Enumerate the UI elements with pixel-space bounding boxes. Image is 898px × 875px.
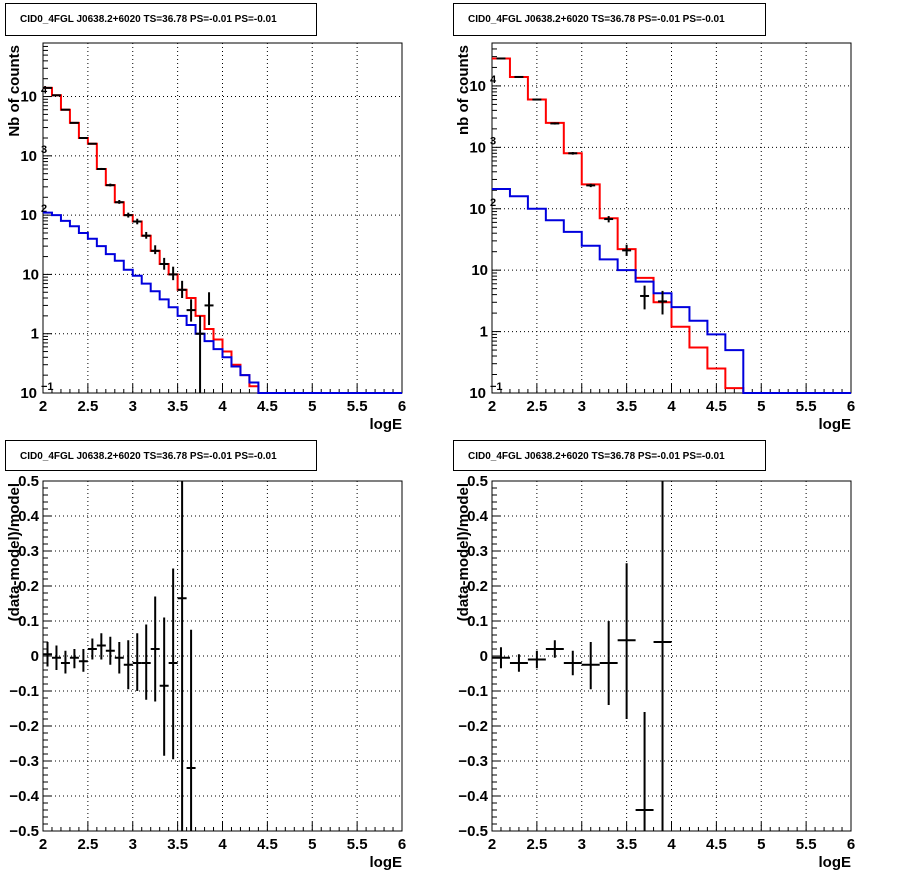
y-tick-label: 1 — [480, 324, 488, 341]
x-tick-label: 5.5 — [347, 836, 368, 853]
x-tick-label: 6 — [398, 836, 406, 853]
y-tick-label: 0.5 — [467, 473, 488, 490]
x-tick-label: 5 — [757, 398, 765, 415]
chart-pad-4: 2 2.5 3 3.5 4 4.5 5 5.5 6 −0.5 −0.4 −0.3 −0.2 −0.1 0 0.… — [455, 473, 855, 871]
x-axis-title: logE — [370, 854, 403, 871]
x-tick-label: 5 — [308, 836, 316, 853]
y-tick-label: 0.5 — [18, 473, 39, 490]
y-tick-label: 10 — [469, 201, 486, 218]
y-tick-exponent: 3 — [41, 144, 47, 156]
y-tick-label: 10 — [20, 207, 37, 224]
x-tick-label: 6 — [847, 398, 855, 415]
x-tick-label: 3.5 — [616, 836, 637, 853]
x-axis-title: logE — [819, 416, 852, 433]
y-tick-label: 10 — [20, 89, 37, 106]
x-tick-label: 2.5 — [526, 836, 547, 853]
y-tick-label: 0 — [480, 648, 488, 665]
y-tick-label: −0.3 — [458, 753, 488, 770]
x-tick-label: 2.5 — [77, 836, 98, 853]
y-tick-label: 10 — [20, 385, 37, 402]
y-tick-label: 0.1 — [18, 613, 39, 630]
x-tick-label: 3 — [578, 836, 586, 853]
y-tick-label: 10 — [469, 78, 486, 95]
y-tick-label: −0.5 — [458, 823, 488, 840]
y-tick-label: 0 — [31, 648, 39, 665]
y-tick-label: −0.5 — [9, 823, 39, 840]
y-tick-exponent: 4 — [490, 74, 497, 86]
y-tick-label: −0.2 — [458, 718, 488, 735]
x-tick-label: 2.5 — [77, 398, 98, 415]
y-tick-label: 10 — [471, 262, 488, 279]
y-axis-title: (data-model)/model — [455, 483, 472, 621]
x-tick-label: 4.5 — [257, 836, 278, 853]
x-tick-label: 4 — [667, 836, 676, 853]
y-tick-label: 10 — [22, 266, 39, 283]
y-tick-exponent: 3 — [490, 135, 496, 147]
y-tick-label: −0.3 — [9, 753, 39, 770]
x-tick-label: 4.5 — [706, 836, 727, 853]
x-tick-label: 5.5 — [796, 398, 817, 415]
pad4-title: CID0_4FGL J0638.2+6020 TS=36.78 PS=-0.01… — [453, 440, 766, 471]
y-tick-label: 0.4 — [467, 508, 489, 525]
y-tick-label: 0.3 — [467, 543, 488, 560]
model-source-histogram — [492, 187, 851, 394]
x-tick-label: 2.5 — [526, 398, 547, 415]
y-tick-label: 10 — [469, 139, 486, 156]
y-tick-label: 0.2 — [467, 578, 488, 595]
y-tick-exponent: 2 — [41, 203, 47, 215]
y-tick-exponent: −1 — [41, 381, 54, 393]
x-tick-label: 6 — [847, 836, 855, 853]
x-tick-label: 3 — [129, 398, 137, 415]
y-tick-label: −0.1 — [458, 683, 488, 700]
x-tick-label: 5.5 — [796, 836, 817, 853]
y-tick-label: −0.1 — [9, 683, 39, 700]
x-tick-label: 5.5 — [347, 398, 368, 415]
x-tick-label: 4.5 — [257, 398, 278, 415]
y-tick-label: −0.4 — [458, 788, 488, 805]
model-source-histogram — [43, 211, 402, 394]
x-tick-label: 4 — [667, 398, 676, 415]
x-axis-title: logE — [370, 416, 403, 433]
chart-pad-3: 2 2.5 3 3.5 4 4.5 5 5.5 6 −0.5 −0.4 −0.3 −0.2 −0.1 0 0.… — [6, 473, 406, 871]
y-axis-title: Nb of counts — [6, 45, 23, 137]
y-tick-label: 10 — [20, 148, 37, 165]
x-tick-label: 4 — [218, 836, 227, 853]
x-tick-label: 4 — [218, 398, 227, 415]
y-axis-title: nb of counts — [455, 45, 472, 135]
x-tick-label: 5 — [757, 836, 765, 853]
pad2-title: CID0_4FGL J0638.2+6020 TS=36.78 PS=-0.01… — [453, 3, 766, 36]
y-axis-title: (data-model)/model — [6, 483, 23, 621]
x-tick-label: 3.5 — [167, 836, 188, 853]
x-tick-label: 6 — [398, 398, 406, 415]
x-tick-label: 3 — [129, 836, 137, 853]
x-tick-label: 5 — [308, 398, 316, 415]
pad1-title: CID0_4FGL J0638.2+6020 TS=36.78 PS=-0.01… — [5, 3, 317, 36]
x-tick-label: 3.5 — [167, 398, 188, 415]
y-tick-exponent: 2 — [490, 197, 496, 209]
x-axis-title: logE — [819, 854, 852, 871]
x-tick-label: 2 — [488, 836, 496, 853]
x-tick-label: 2 — [39, 836, 47, 853]
y-tick-label: 0.2 — [18, 578, 39, 595]
y-tick-exponent: 4 — [41, 85, 48, 97]
x-tick-label: 2 — [488, 398, 496, 415]
y-tick-label: 10 — [469, 385, 486, 402]
x-tick-label: 3 — [578, 398, 586, 415]
y-tick-label: 1 — [31, 326, 39, 343]
x-tick-label: 3.5 — [616, 398, 637, 415]
y-tick-label: −0.4 — [9, 788, 39, 805]
y-tick-label: 0.1 — [467, 613, 488, 630]
y-tick-label: −0.2 — [9, 718, 39, 735]
y-tick-label: 0.3 — [18, 543, 39, 560]
pad3-title: CID0_4FGL J0638.2+6020 TS=36.78 PS=-0.01… — [5, 440, 317, 471]
y-tick-label: 0.4 — [18, 508, 40, 525]
y-tick-exponent: −1 — [490, 381, 503, 393]
model-total-histogram — [492, 57, 851, 394]
x-tick-label: 4.5 — [706, 398, 727, 415]
x-tick-label: 2 — [39, 398, 47, 415]
